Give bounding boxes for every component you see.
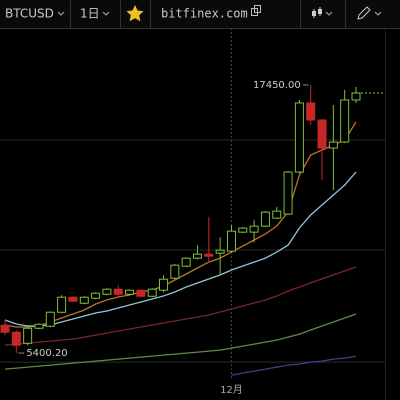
annotation: 5400.20 — [26, 348, 67, 359]
favorite-star[interactable] — [126, 5, 144, 22]
chart-type-icon[interactable] — [312, 7, 322, 18]
candle-body — [226, 230, 236, 252]
candle-body — [351, 92, 361, 101]
candle-body — [68, 296, 78, 302]
candle-body — [23, 327, 33, 344]
candle-body — [125, 289, 135, 295]
candle-body — [159, 278, 169, 291]
candle-body — [283, 171, 293, 215]
chart-type-dropdown[interactable] — [325, 11, 333, 16]
candle-body — [102, 288, 112, 295]
candle-body — [91, 292, 101, 299]
symbol[interactable]: BTCUSD — [5, 7, 54, 21]
copy-icon[interactable] — [251, 5, 261, 16]
candle-body — [328, 141, 338, 149]
candle-body — [192, 253, 202, 259]
moving-average-line — [4, 266, 357, 346]
interval-dropdown[interactable] — [102, 11, 110, 16]
candle-body — [249, 225, 259, 233]
candle-body — [340, 99, 350, 143]
candle-body — [34, 323, 44, 329]
symbol-dropdown[interactable] — [57, 11, 65, 16]
site: bitfinex.com — [161, 7, 248, 21]
moving-average-line — [231, 355, 357, 376]
interval[interactable]: 1日 — [80, 7, 100, 21]
candle-body — [306, 102, 316, 121]
candle-body — [0, 324, 10, 333]
moving-average-line — [4, 313, 357, 370]
candle-body — [79, 296, 89, 304]
x-tick-label: 12月 — [220, 384, 243, 396]
candle-body — [204, 253, 214, 257]
plot: 12月 17450.00 5400.20 — [0, 28, 385, 396]
moving-average-line — [4, 121, 357, 328]
candle-body — [238, 227, 248, 233]
candle-body — [170, 264, 180, 279]
candle-body — [57, 296, 67, 313]
candle-body — [113, 288, 123, 295]
candle-body — [11, 331, 21, 346]
candle-body — [136, 289, 146, 297]
candle-body — [147, 288, 157, 297]
drawing-tool-icon[interactable] — [357, 6, 371, 20]
candle-body — [181, 257, 191, 267]
drawing-dropdown[interactable] — [374, 11, 382, 16]
candle-body — [317, 119, 327, 149]
candle-body — [260, 211, 270, 227]
candle-body — [215, 249, 225, 254]
annotation: 17450.00 — [253, 80, 301, 91]
candle-body — [294, 102, 304, 173]
moving-average-line — [4, 171, 357, 327]
toolbar — [0, 0, 400, 28]
candle-body — [45, 311, 55, 327]
candle-body — [272, 210, 282, 219]
